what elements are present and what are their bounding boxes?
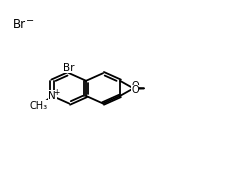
Text: −: −	[26, 16, 34, 26]
Text: N: N	[48, 91, 56, 101]
Text: CH₃: CH₃	[30, 101, 48, 111]
Text: O: O	[131, 86, 139, 96]
Text: +: +	[54, 88, 60, 97]
Text: Br: Br	[13, 18, 26, 31]
Text: Br: Br	[63, 63, 75, 73]
Text: O: O	[131, 81, 139, 91]
